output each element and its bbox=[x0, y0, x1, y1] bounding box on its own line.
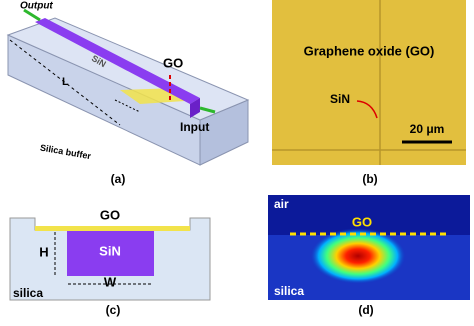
h-label: H bbox=[39, 244, 48, 259]
length-label: L bbox=[62, 76, 69, 88]
sin-arrow bbox=[356, 100, 378, 119]
caption: (b) bbox=[362, 172, 377, 186]
length-line bbox=[9, 39, 121, 126]
panel-b: Graphene oxide (GO) SiN 20 μm (b) bbox=[272, 0, 466, 186]
panel-a: Output SiN L GO Input Silica buffer (a) bbox=[6, 1, 250, 186]
go-label: GO bbox=[352, 214, 372, 229]
air-label: air bbox=[274, 197, 289, 211]
panel-d: air GO silica (d) bbox=[268, 195, 470, 317]
silica-label: silica bbox=[13, 286, 43, 300]
micrograph bbox=[272, 0, 466, 165]
waveguide-end bbox=[190, 98, 200, 118]
buffer-label: Silica buffer bbox=[39, 142, 92, 161]
w-label: W bbox=[104, 274, 117, 289]
output-label: Output bbox=[20, 1, 53, 12]
go-layer bbox=[35, 226, 190, 231]
input-arrow bbox=[199, 106, 216, 114]
silica-label: silica bbox=[274, 284, 304, 298]
sin-label: SiN bbox=[330, 92, 350, 106]
go-label: GO bbox=[100, 207, 120, 222]
go-label: GO bbox=[163, 55, 183, 70]
go-title: Graphene oxide (GO) bbox=[304, 43, 435, 58]
output-arrow bbox=[23, 8, 41, 22]
waveguide bbox=[67, 231, 154, 276]
air-region bbox=[268, 195, 470, 235]
mode-profile bbox=[310, 228, 406, 284]
sin-label: SiN bbox=[99, 243, 121, 258]
scale-label: 20 μm bbox=[410, 122, 445, 136]
panel-c: GO H SiN W silica (c) bbox=[9, 207, 211, 317]
lc-line bbox=[114, 99, 141, 113]
caption: (d) bbox=[358, 303, 373, 317]
caption: (c) bbox=[106, 303, 121, 317]
caption: (a) bbox=[111, 172, 126, 186]
input-label: Input bbox=[180, 120, 209, 134]
waveguide bbox=[35, 18, 200, 104]
